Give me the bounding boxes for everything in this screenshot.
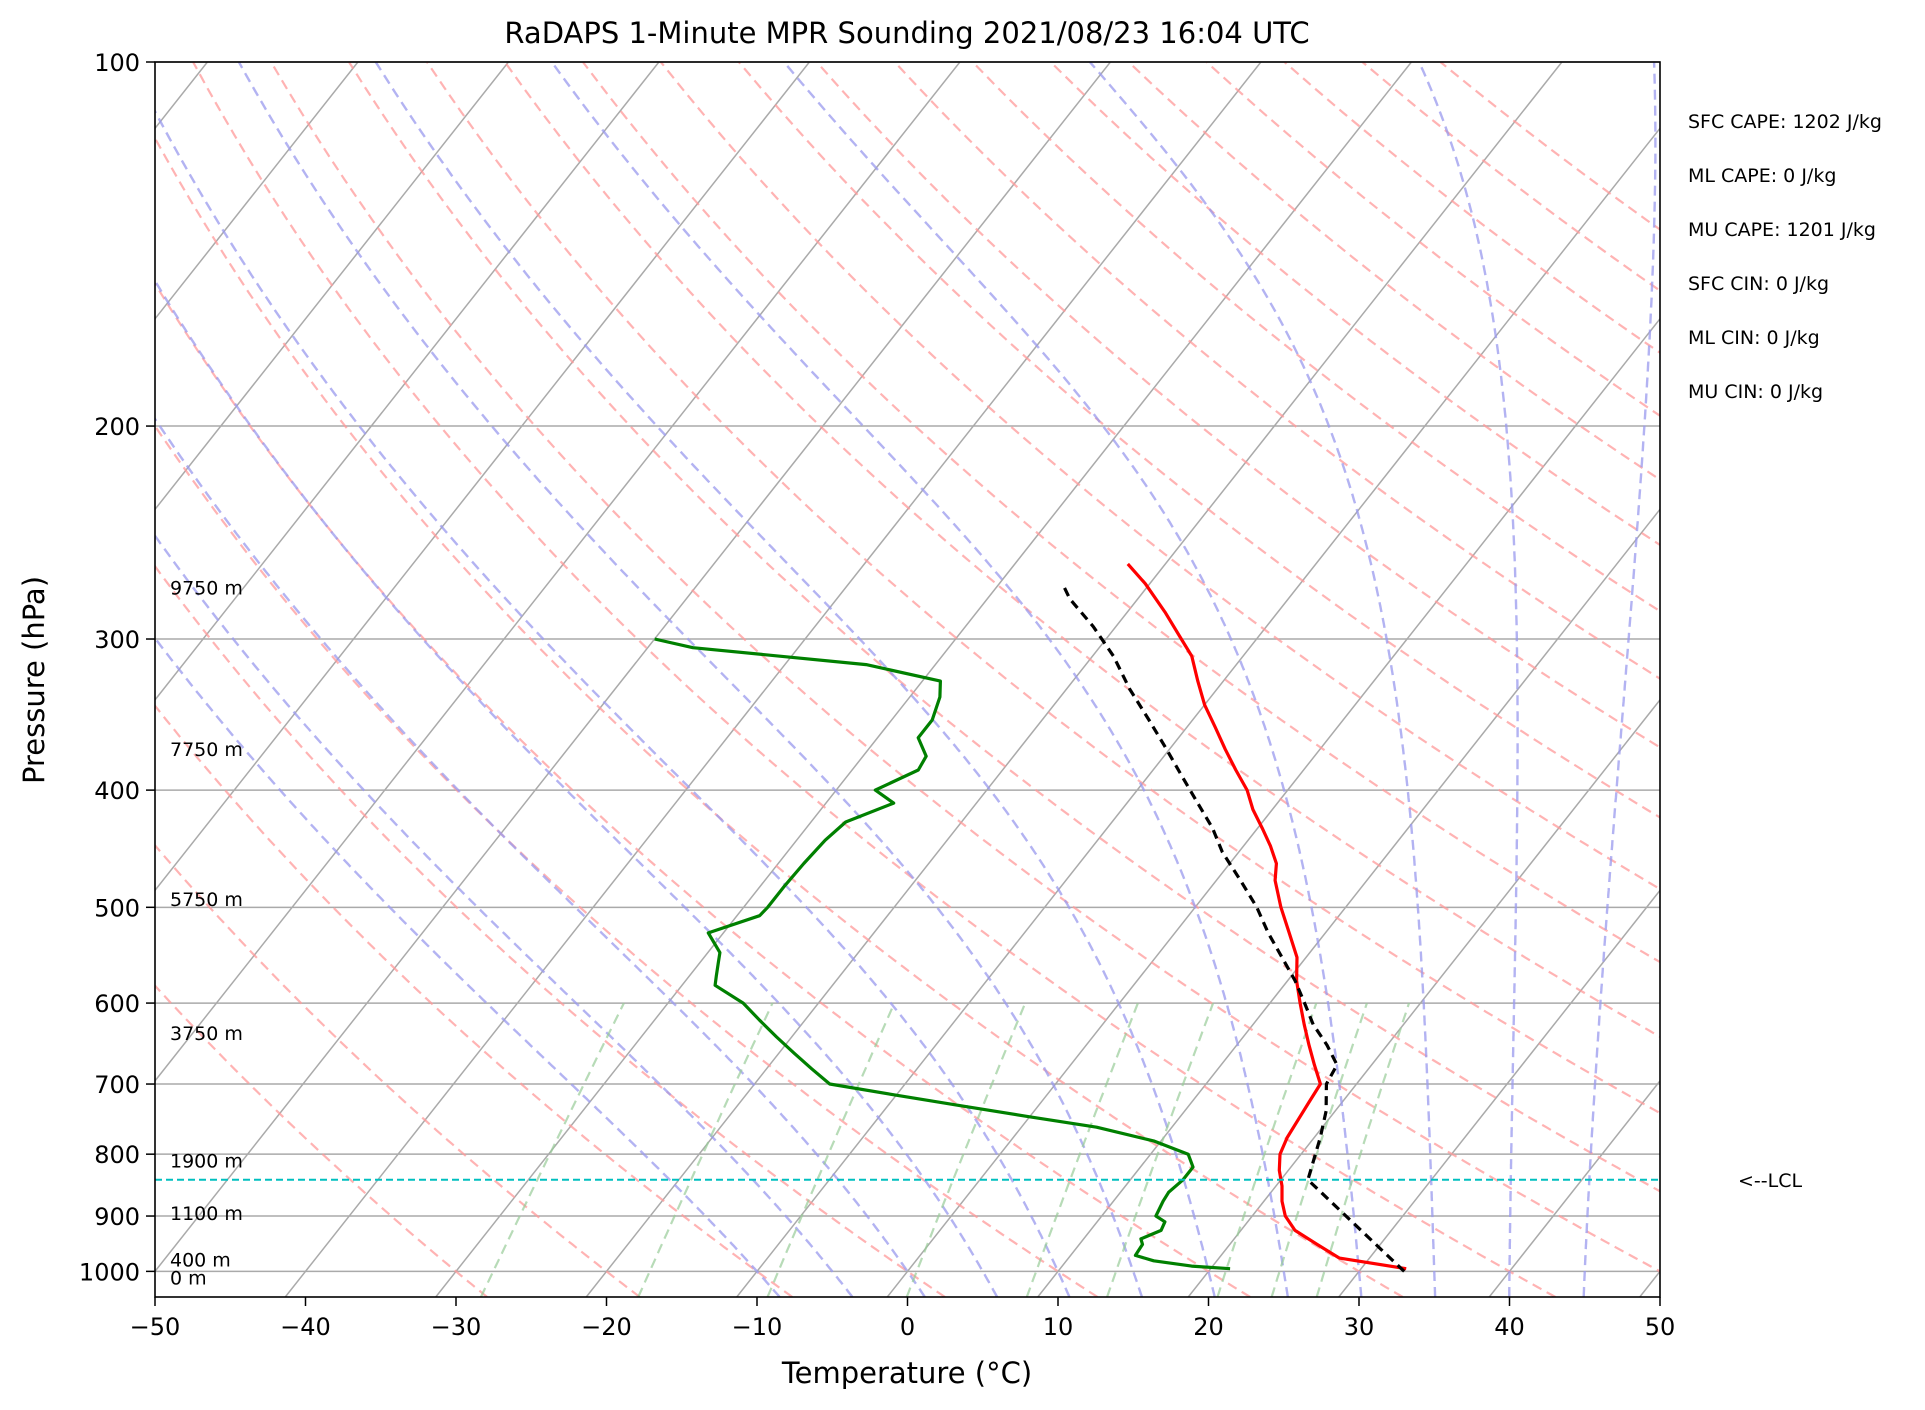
y-tick-label: 800 — [94, 1141, 140, 1169]
stat-text: ML CIN: 0 J/kg — [1688, 327, 1820, 349]
x-tick-label: −50 — [130, 1313, 181, 1341]
y-tick-label: 600 — [94, 990, 140, 1018]
x-tick-label: 40 — [1494, 1313, 1525, 1341]
y-tick-label: 700 — [94, 1071, 140, 1099]
y-tick-label: 100 — [94, 49, 140, 77]
chart-title: RaDAPS 1-Minute MPR Sounding 2021/08/23 … — [504, 16, 1309, 50]
x-axis-label: Temperature (°C) — [781, 1356, 1032, 1390]
x-axis: −50 −40 −30 −20 −10 0 10 20 30 40 50 — [130, 1297, 1676, 1341]
lcl-label: <--LCL — [1738, 1170, 1802, 1192]
isotherm-line — [1640, 62, 1925, 1297]
stat-text: SFC CIN: 0 J/kg — [1688, 273, 1829, 295]
y-tick-label: 900 — [94, 1203, 140, 1231]
height-label: 3750 m — [170, 1023, 243, 1045]
x-tick-label: 0 — [900, 1313, 915, 1341]
x-tick-label: 30 — [1344, 1313, 1375, 1341]
stats-panel: SFC CAPE: 1202 J/kg ML CAPE: 0 J/kg MU CAP… — [1688, 111, 1882, 403]
height-label: 1100 m — [170, 1203, 243, 1225]
x-tick-label: 10 — [1043, 1313, 1074, 1341]
x-tick-label: 20 — [1193, 1313, 1224, 1341]
x-tick-label: −40 — [280, 1313, 331, 1341]
y-tick-label: 400 — [94, 777, 140, 805]
x-tick-label: −20 — [581, 1313, 632, 1341]
y-tick-label: 500 — [94, 894, 140, 922]
height-label: 9750 m — [170, 578, 243, 600]
x-tick-label: −30 — [431, 1313, 482, 1341]
plot-background — [155, 62, 1660, 1297]
height-label: 5750 m — [170, 889, 243, 911]
y-tick-label: 300 — [94, 626, 140, 654]
y-tick-label: 200 — [94, 413, 140, 441]
y-axis: 100 200 300 400 500 600 700 800 900 1000 — [79, 49, 155, 1286]
stat-text: MU CIN: 0 J/kg — [1688, 381, 1823, 403]
stat-text: SFC CAPE: 1202 J/kg — [1688, 111, 1882, 133]
stat-text: ML CAPE: 0 J/kg — [1688, 165, 1836, 187]
height-label: 7750 m — [170, 739, 243, 761]
x-tick-label: −10 — [732, 1313, 783, 1341]
y-tick-label: 1000 — [79, 1258, 140, 1286]
height-label: 1900 m — [170, 1151, 243, 1173]
x-tick-label: 50 — [1645, 1313, 1676, 1341]
height-label: 0 m — [170, 1268, 207, 1290]
stat-text: MU CAPE: 1201 J/kg — [1688, 219, 1876, 241]
y-axis-label: Pressure (hPa) — [17, 576, 51, 784]
